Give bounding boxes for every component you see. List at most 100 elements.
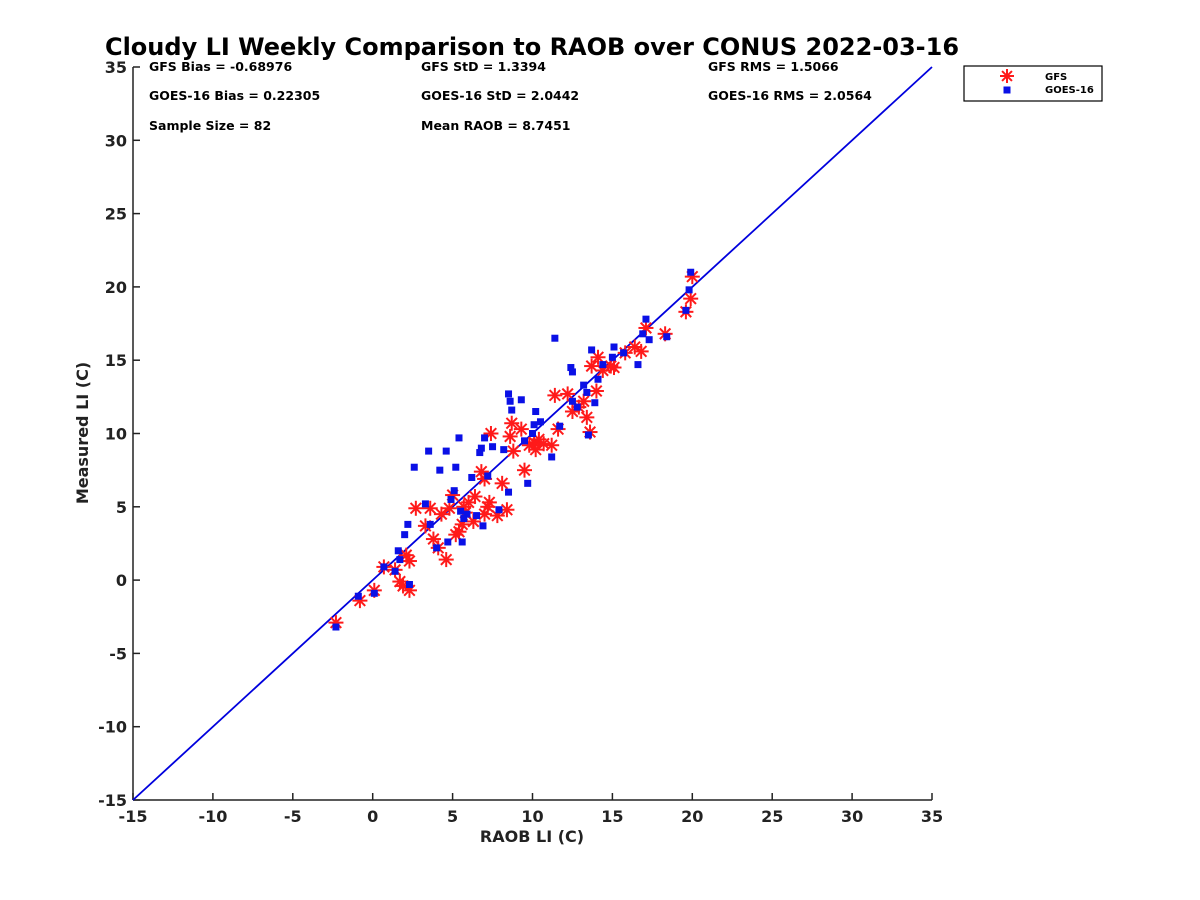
x-tick-label: 5	[447, 807, 458, 826]
goes-16-point	[529, 430, 536, 437]
goes-16-point	[608, 353, 616, 361]
y-tick-label: 15	[105, 351, 127, 370]
goes-16-point	[391, 567, 399, 575]
goes-16-point	[396, 556, 404, 564]
y-axis-label: Measured LI (C)	[73, 362, 92, 504]
goes-16-point	[380, 563, 388, 571]
goes-16-point	[524, 479, 532, 487]
goes-16-point	[447, 495, 455, 503]
gfs-point	[579, 409, 595, 425]
goes-16-point	[505, 390, 513, 398]
gfs-point	[633, 343, 649, 359]
goes-16-point	[663, 333, 671, 341]
gfs-point	[517, 462, 533, 478]
y-tick-label: 10	[105, 425, 127, 444]
y-tick-label: -10	[98, 718, 127, 737]
x-tick-label: 0	[367, 807, 378, 826]
goes-16-point	[687, 268, 695, 276]
stat-text: GOES-16 RMS = 2.0564	[708, 88, 872, 103]
gfs-point	[606, 360, 622, 376]
gfs-point	[425, 531, 441, 547]
series-goes-16	[332, 268, 695, 631]
stat-text: GFS RMS = 1.5066	[708, 59, 839, 74]
goes-16-point	[556, 422, 564, 430]
gfs-point	[590, 349, 606, 365]
goes-16-point	[508, 406, 516, 414]
goes-16-point	[354, 592, 362, 600]
goes-16-point	[588, 346, 596, 354]
goes-16-point	[573, 403, 581, 411]
goes-16-point	[536, 418, 544, 426]
gfs-point	[584, 358, 600, 374]
goes-16-point	[530, 421, 538, 429]
gfs-point	[513, 421, 529, 437]
goes-16-point	[685, 286, 693, 294]
y-tick-label: 25	[105, 205, 127, 224]
gfs-point	[560, 386, 576, 402]
y-tick-label: 35	[105, 58, 127, 77]
stat-text: GFS StD = 1.3394	[421, 59, 546, 74]
x-tick-label: -5	[284, 807, 302, 826]
x-tick-label: 10	[521, 807, 543, 826]
goes-16-point	[551, 334, 559, 342]
x-tick-label: -15	[119, 807, 148, 826]
goes-16-point	[457, 507, 465, 515]
y-tick-label: -5	[109, 644, 127, 663]
goes-16-point	[404, 520, 412, 528]
goes-16-point	[489, 443, 497, 451]
goes-16-point	[477, 444, 485, 452]
goes-16-point	[484, 472, 492, 480]
goes-16-point	[468, 473, 476, 481]
legend-box	[963, 65, 1103, 102]
x-tick-label: 25	[761, 807, 783, 826]
x-axis-label: RAOB LI (C)	[480, 827, 584, 846]
x-tick-label: 30	[841, 807, 863, 826]
plot-area: -15 -10 -5 0 5 10 15 20 25 30 35 -15 -10 -5 0 5 10 15 20 25…	[98, 58, 943, 826]
goes-16-point	[436, 466, 444, 474]
gfs-point	[494, 475, 510, 491]
goes-16-point	[455, 434, 463, 442]
goes-16-point	[532, 408, 540, 416]
stat-text: Mean RAOB = 8.7451	[421, 118, 570, 133]
goes-16-point	[505, 488, 513, 496]
goes-16-point	[500, 446, 508, 454]
stat-text: GOES-16 Bias = 0.22305	[149, 88, 320, 103]
x-tick-label: -10	[198, 807, 227, 826]
goes-16-point	[506, 397, 514, 405]
goes-16-point	[634, 361, 642, 369]
goes-16-point	[473, 512, 481, 520]
goes-16-point	[567, 364, 575, 372]
goes-16-point	[450, 487, 458, 495]
x-tick-label: 15	[601, 807, 623, 826]
gfs-point	[683, 291, 699, 307]
goes-16-point	[426, 520, 434, 528]
legend-goes-16-label: GOES-16	[1045, 85, 1094, 96]
gfs-point	[401, 553, 417, 569]
y-tick-label: 0	[116, 571, 127, 590]
gfs-point	[481, 494, 497, 510]
goes-16-point	[584, 431, 592, 439]
gfs-point	[422, 500, 438, 516]
goes-16-point	[642, 315, 650, 323]
goes-16-point	[442, 447, 450, 455]
goes-16-point	[463, 510, 471, 518]
goes-16-point	[610, 343, 618, 351]
goes-16-point	[401, 531, 409, 539]
goes-16-point	[452, 463, 460, 471]
y-tick-label: 30	[105, 131, 127, 150]
gfs-point	[547, 387, 563, 403]
x-tick-label: 35	[921, 807, 943, 826]
gfs-point	[441, 500, 457, 516]
goes-16-point	[479, 522, 487, 530]
y-tick-label: 5	[116, 498, 127, 517]
goes-16-point	[594, 375, 602, 383]
y-tick-label: -15	[98, 791, 127, 810]
gfs-point	[433, 506, 449, 522]
goes-16-point	[425, 447, 433, 455]
goes-16-point	[583, 388, 591, 396]
gfs-point	[588, 383, 604, 399]
goes-16-point	[495, 506, 503, 514]
goes-16-point	[682, 306, 690, 314]
